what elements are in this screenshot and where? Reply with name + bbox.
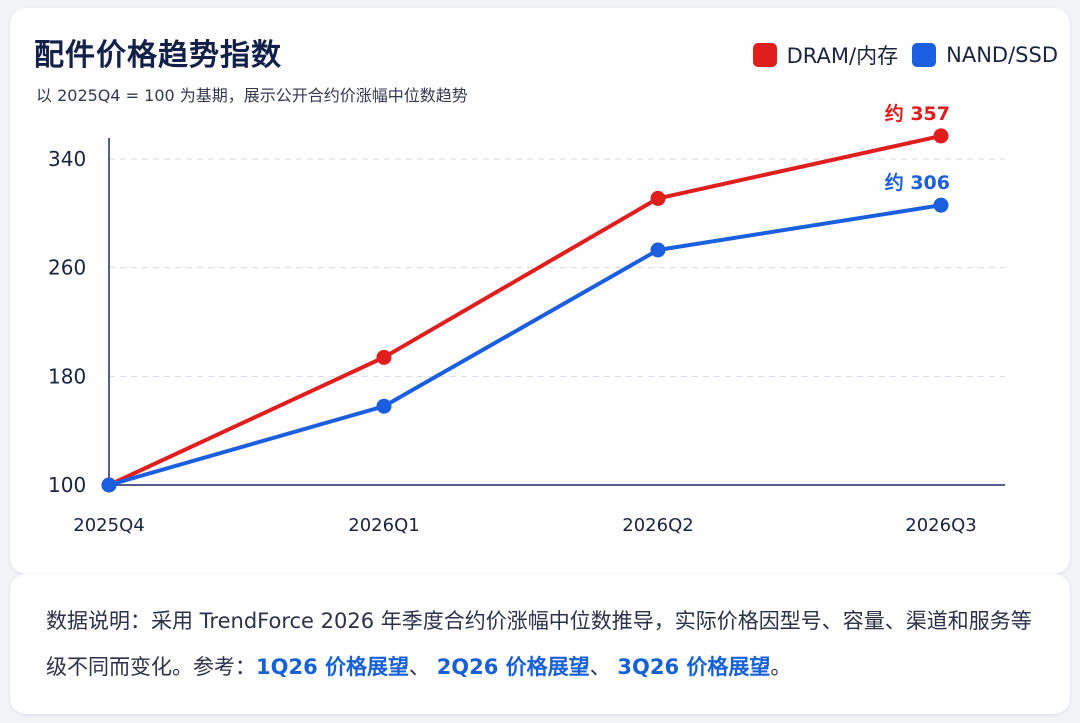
legend-swatch-nand [912, 43, 937, 67]
data-point [376, 398, 392, 414]
data-point [933, 128, 949, 144]
data-point [101, 477, 117, 493]
ref-link-2q26[interactable]: 2Q26 价格展望 [436, 655, 590, 679]
data-point [376, 349, 392, 365]
line-chart: 100 180 260 340 2025Q4 2026Q1 2026Q2 2026Q3 约 35… [48, 102, 1005, 536]
y-tick-label: 180 [48, 364, 86, 388]
legend-item-nand[interactable]: NAND/SSD [912, 43, 1058, 67]
y-tick-label: 260 [48, 256, 86, 280]
legend-item-dram[interactable]: DRAM/内存 [752, 40, 899, 70]
note-prefix: 数据说明：采用 TrendForce 2026 年季度合约价涨幅中位数推导，实际… [46, 609, 1032, 679]
legend: DRAM/内存 NAND/SSD [752, 40, 1058, 70]
y-tick-label: 340 [48, 147, 86, 171]
data-point [650, 190, 666, 206]
legend-label-dram: DRAM/内存 [786, 44, 899, 68]
note-separator: 、 [589, 655, 611, 679]
series-line [107, 203, 943, 487]
x-tick-label: 2026Q3 [905, 515, 976, 536]
data-label: 约 357 [885, 102, 950, 125]
chart-card [10, 8, 1070, 574]
page-title: 配件价格趋势指数 [34, 38, 282, 73]
series-line [107, 133, 943, 487]
x-tick-label: 2026Q2 [622, 515, 693, 536]
x-tick-label: 2025Q4 [73, 515, 144, 536]
data-note: 数据说明：采用 TrendForce 2026 年季度合约价涨幅中位数推导，实际… [46, 598, 1046, 690]
data-label: 约 306 [885, 171, 950, 194]
legend-swatch-dram [752, 43, 777, 67]
ref-link-3q26[interactable]: 3Q26 价格展望 [617, 655, 771, 679]
legend-label-nand: NAND/SSD [946, 43, 1058, 67]
x-tick-label: 2026Q1 [348, 515, 419, 536]
data-point [933, 197, 949, 213]
note-card: 数据说明：采用 TrendForce 2026 年季度合约价涨幅中位数推导，实际… [10, 574, 1070, 714]
note-separator: 、 [409, 655, 430, 679]
y-tick-label: 100 [48, 473, 86, 497]
data-point [650, 242, 666, 258]
ref-link-1q26[interactable]: 1Q26 价格展望 [256, 655, 409, 679]
note-suffix: 。 [770, 655, 792, 679]
page-subtitle: 以 2025Q4 = 100 为基期，展示公开合约价涨幅中位数趋势 [36, 86, 468, 105]
